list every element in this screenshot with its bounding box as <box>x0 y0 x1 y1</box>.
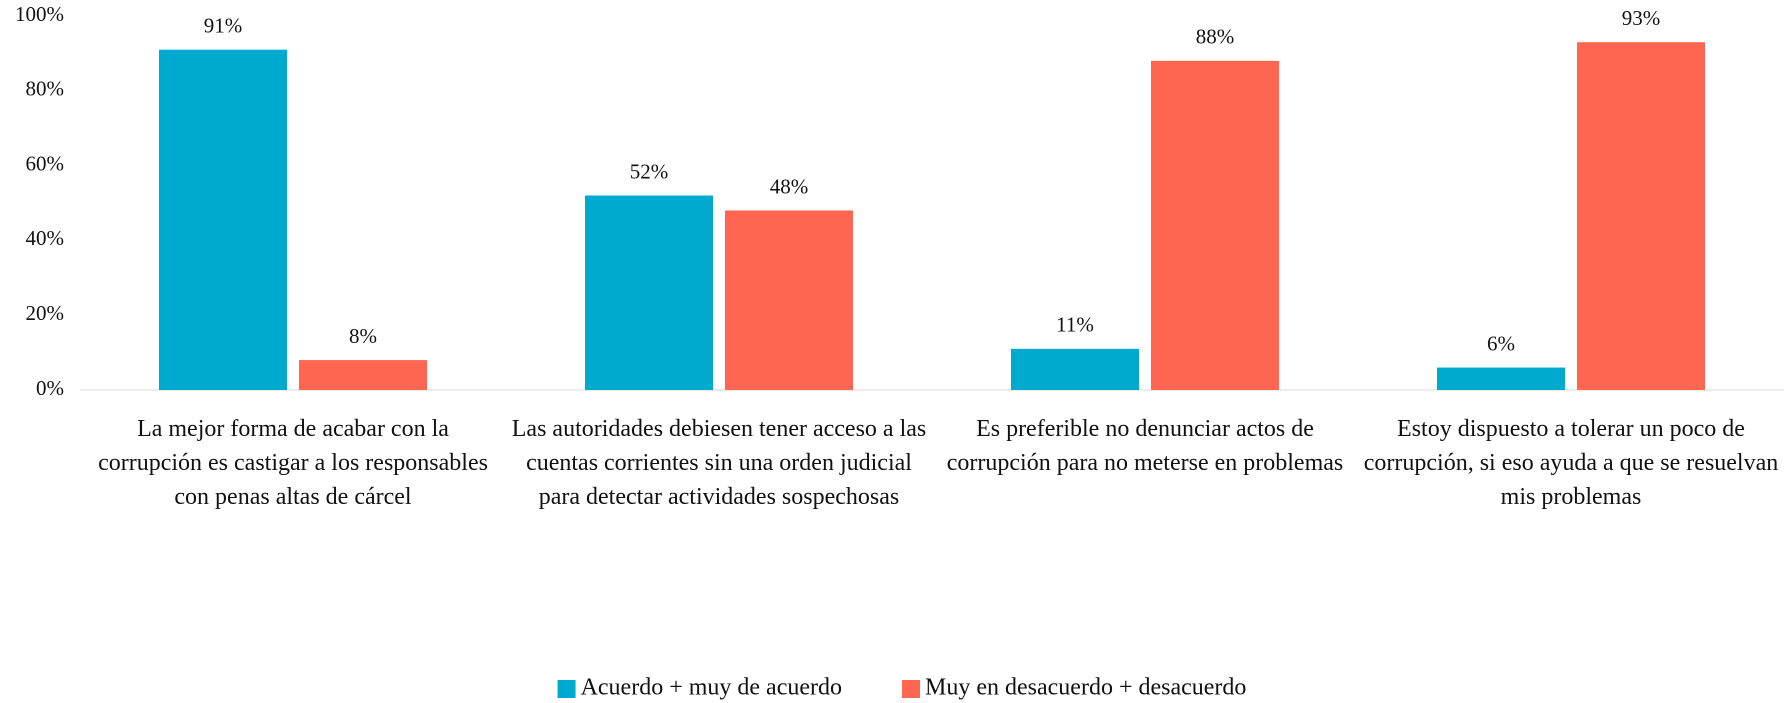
value-label: 8% <box>349 324 377 348</box>
x-tick-label: Las autoridades debiesen tener acceso a … <box>511 416 927 510</box>
value-label: 88% <box>1196 25 1235 49</box>
x-tick-label: Es preferible no denunciar actos de corr… <box>946 416 1344 476</box>
bar <box>725 210 853 390</box>
x-tick-label: La mejor forma de acabar con la corrupci… <box>98 416 488 510</box>
bar <box>1151 60 1279 390</box>
value-label: 91% <box>204 13 243 37</box>
legend: Acuerdo + muy de acuerdo Muy en desacuerd… <box>557 675 1246 701</box>
x-tick-label-box: Estoy dispuesto a tolerar un poco de cor… <box>1363 416 1779 510</box>
y-tick-label: 20% <box>26 301 65 325</box>
x-tick-label-box: Es preferible no denunciar actos de corr… <box>946 416 1344 476</box>
bar <box>1437 367 1565 390</box>
bar <box>1011 348 1139 390</box>
x-tick-label-box: Las autoridades debiesen tener acceso a … <box>511 416 927 510</box>
legend-label: Acuerdo + muy de acuerdo <box>581 675 842 701</box>
value-label: 11% <box>1056 313 1094 337</box>
bar <box>585 195 713 390</box>
value-label: 52% <box>630 159 669 183</box>
legend-swatch <box>902 680 921 698</box>
y-tick-label: 80% <box>26 77 65 101</box>
bar <box>1577 42 1705 391</box>
value-label: 93% <box>1622 6 1661 30</box>
bar <box>159 49 287 390</box>
bar <box>299 360 427 390</box>
x-tick-label-box: La mejor forma de acabar con la corrupci… <box>98 416 488 510</box>
value-label: 48% <box>770 174 809 198</box>
legend-swatch <box>557 680 576 698</box>
legend-label: Muy en desacuerdo + desacuerdo <box>925 675 1246 701</box>
value-label: 6% <box>1487 331 1515 355</box>
y-tick-label: 0% <box>36 376 64 400</box>
x-tick-label: Estoy dispuesto a tolerar un poco de cor… <box>1363 416 1779 510</box>
y-tick-label: 60% <box>26 151 65 175</box>
y-tick-label: 100% <box>15 2 64 26</box>
y-tick-label: 40% <box>26 226 65 250</box>
